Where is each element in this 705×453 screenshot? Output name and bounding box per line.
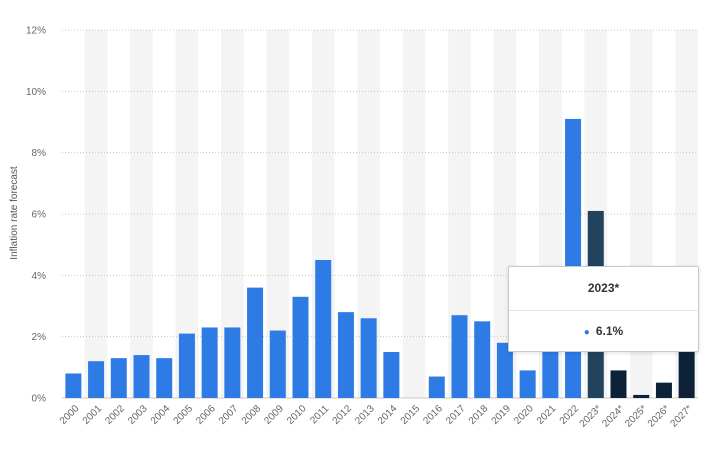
bar-2026-forecast[interactable] (655, 382, 672, 398)
bar-2014[interactable] (383, 352, 400, 398)
bar-2008[interactable] (247, 287, 264, 398)
background-band (266, 30, 290, 398)
tooltip: 2023* ● 6.1% (508, 266, 699, 352)
x-tick-label: 2006 (194, 403, 218, 427)
bar-2022[interactable] (565, 118, 582, 398)
y-tick-label: 6% (32, 210, 47, 221)
y-axis-ticks: 0% 2% 4% 6% 8% 10% 12% (26, 26, 46, 405)
y-tick-label: 12% (26, 26, 46, 37)
bar-2001[interactable] (88, 361, 105, 398)
background-band (402, 30, 426, 398)
bar-2007[interactable] (224, 327, 241, 398)
bar-2019[interactable] (496, 342, 513, 398)
x-tick-label: 2010 (285, 403, 309, 427)
x-tick-label: 2015 (399, 403, 423, 427)
x-tick-label: 2026* (646, 403, 672, 429)
x-tick-label: 2002 (103, 403, 127, 427)
y-tick-label: 4% (32, 271, 47, 282)
x-tick-label: 2021 (535, 403, 559, 427)
bar-2000[interactable] (65, 373, 82, 398)
background-band (448, 30, 471, 398)
x-axis-ticks: 2000 2001 2002 2003 2004 2005 2006 2007 2008 2009… (58, 403, 695, 430)
bar-2002[interactable] (110, 358, 127, 398)
x-tick-label: 2003 (126, 403, 150, 427)
background-band (221, 30, 244, 398)
y-tick-label: 0% (32, 394, 47, 405)
background-band (175, 30, 199, 398)
x-tick-label: 2004 (149, 403, 173, 427)
series-dot-icon: ● (583, 327, 590, 338)
x-tick-label: 2011 (308, 403, 331, 426)
bar-2005[interactable] (178, 333, 195, 398)
x-tick-label: 2017 (444, 403, 468, 427)
bar-2018[interactable] (474, 321, 491, 398)
x-tick-label: 2013 (353, 403, 377, 427)
y-axis-title: Inflation rate forecast (9, 166, 20, 260)
y-tick-label: 10% (26, 87, 46, 98)
x-tick-label: 2027* (669, 403, 695, 429)
bar-2003[interactable] (133, 355, 150, 398)
x-tick-label: 2023* (578, 403, 604, 429)
bar-2009[interactable] (269, 330, 286, 398)
tooltip-value: 6.1% (595, 324, 624, 338)
bar-2016[interactable] (428, 376, 445, 398)
x-tick-label: 2014 (376, 403, 400, 427)
x-tick-label: 2025* (623, 403, 649, 429)
background-band (130, 30, 153, 398)
x-tick-label: 2012 (331, 403, 355, 427)
x-tick-label: 2001 (81, 403, 105, 427)
y-tick-label: 8% (32, 148, 47, 159)
bar-2004[interactable] (156, 358, 173, 398)
bar-2011[interactable] (315, 260, 332, 398)
x-tick-label: 2019 (490, 403, 514, 427)
bar-2027-forecast[interactable] (678, 348, 695, 398)
x-tick-label: 2009 (262, 403, 286, 427)
x-tick-label: 2005 (172, 403, 196, 427)
bar-2020[interactable] (519, 370, 536, 398)
tooltip-row: ● 6.1% (509, 311, 698, 351)
x-tick-label: 2016 (421, 403, 445, 427)
y-tick-label: 2% (32, 332, 47, 343)
bar-2010[interactable] (292, 296, 309, 398)
bar-2012[interactable] (337, 312, 354, 398)
bar-2024-forecast[interactable] (610, 370, 627, 398)
x-tick-label: 2024* (600, 403, 626, 429)
x-tick-label: 2007 (217, 403, 241, 427)
tooltip-title: 2023* (509, 267, 698, 311)
x-tick-label: 2000 (58, 403, 82, 427)
x-tick-label: 2020 (512, 403, 536, 427)
x-tick-label: 2008 (240, 403, 264, 427)
background-band (84, 30, 108, 398)
x-tick-label: 2018 (467, 403, 491, 427)
bar-2006[interactable] (201, 327, 218, 398)
bar-2017[interactable] (451, 315, 468, 398)
bar-2013[interactable] (360, 318, 377, 398)
bar-2025-forecast[interactable] (633, 394, 650, 398)
